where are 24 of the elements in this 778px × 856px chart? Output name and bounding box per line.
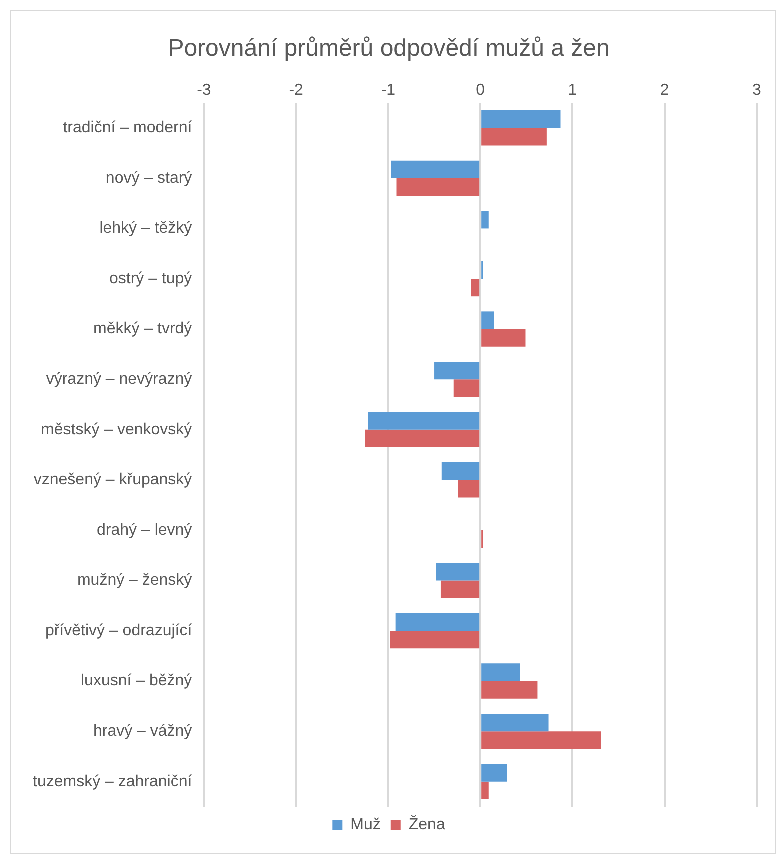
x-tick-label: -3 (197, 82, 212, 99)
y-tick-label: nový – starý (106, 170, 192, 187)
y-tick-label: vznešený – křupanský (34, 472, 192, 489)
y-tick-label: mužný – ženský (77, 572, 192, 590)
y-tick-label: měkký – tvrdý (93, 320, 192, 338)
y-tick-label: tradiční – moderní (63, 120, 193, 137)
x-tick-label: -1 (381, 82, 396, 99)
x-tick-label: -2 (289, 82, 304, 99)
y-tick-label: luxusní – běžný (80, 672, 192, 690)
x-tick-label: 2 (660, 82, 670, 99)
legend-label: Muž (350, 816, 381, 834)
y-tick-label: tuzemský – zahraniční (32, 773, 193, 790)
y-tick-label: lehký – těžký (100, 220, 192, 238)
y-tick-label: městský – venkovský (41, 421, 192, 438)
x-tick-label: 3 (752, 82, 762, 99)
x-tick-label: 1 (568, 82, 578, 99)
y-tick-label: přívětivý – odrazující (45, 622, 193, 640)
y-tick-label: ostrý – tupý (109, 270, 192, 288)
y-tick-label: drahý – levný (97, 522, 192, 539)
chart-title: Porovnání průměrů odpovědí mužů a žen (168, 35, 610, 62)
x-tick-label: 0 (476, 82, 486, 99)
y-tick-label: výrazný – nevýrazný (46, 370, 192, 388)
y-tick-label: hravý – vážný (93, 722, 192, 740)
legend-label: Žena (408, 815, 446, 834)
